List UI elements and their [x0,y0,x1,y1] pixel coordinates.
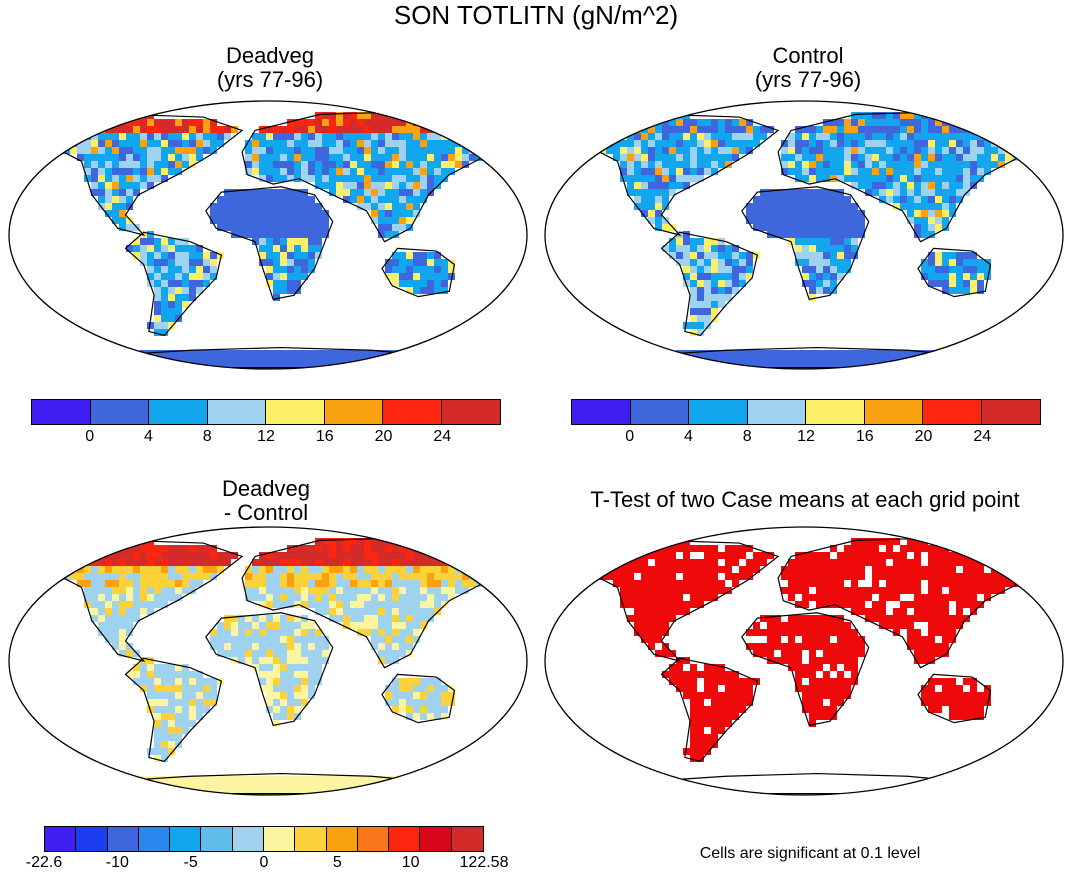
colorbar-tick-label: 0 [625,428,635,445]
colorbar-tick-label: -5 [183,854,198,871]
colorbar-difference-labels: -22.6 -10 -5 0 5 10 122.58 [26,854,509,874]
panel-title-line1: Deadveg [225,43,315,68]
colorbar-tick-label: 12 [797,428,815,445]
colorbar-tick-label: -10 [105,854,129,871]
colorbar-swatch [420,827,452,851]
colorbar-deadveg-labels: 0 4 8 12 16 20 24 [31,428,501,448]
colorbar-tick-label: 0 [85,428,95,445]
panel-title-line1: T-Test of two Case means at each grid po… [590,487,1020,512]
colorbar-swatch [383,400,442,424]
map-deadveg [8,100,528,370]
colorbar-swatch [389,827,421,851]
colorbar-swatch [170,827,202,851]
colorbar-swatch [32,400,91,424]
colorbar-swatch [201,827,233,851]
map-control [544,100,1064,370]
map-ttest [544,526,1064,796]
colorbar-control [571,399,1041,425]
panel-title-line1: Deadveg [221,476,311,501]
colorbar-swatch [90,400,149,424]
colorbar-swatch [572,400,631,424]
colorbar-tick-label: 0 [259,854,269,871]
colorbar-swatch [630,400,689,424]
colorbar-tick-label: 12 [257,428,275,445]
map-difference [8,526,528,796]
colorbar-swatch [864,400,923,424]
colorbar-difference [44,826,484,852]
colorbar-tick-label: 20 [914,428,933,445]
colorbar-tick-label: 16 [855,428,874,445]
colorbar-tick-label: 10 [401,854,420,871]
panel-title-line2: (yrs 77-96) [216,67,324,92]
colorbar-tick-label: 5 [332,854,342,871]
colorbar-swatch [689,400,748,424]
colorbar-tick-label: 24 [433,428,452,445]
colorbar-swatch [107,827,139,851]
colorbar-swatch [441,400,500,424]
colorbar-control-labels: 0 4 8 12 16 20 24 [571,428,1041,448]
colorbar-swatch [45,827,77,851]
panel-title-line1: Control [772,43,844,68]
colorbar-swatch [324,400,383,424]
colorbar-swatch [232,827,264,851]
colorbar-swatch [76,827,108,851]
colorbar-swatch [806,400,865,424]
colorbar-swatch [981,400,1040,424]
colorbar-swatch [207,400,266,424]
colorbar-tick-label: 122.58 [459,854,509,871]
panel-title-control: Control (yrs 77-96) [608,44,1008,92]
panel-title-ttest: T-Test of two Case means at each grid po… [540,488,1070,512]
colorbar-tick-label: 20 [374,428,393,445]
colorbar-swatch [923,400,982,424]
colorbar-swatch [295,827,327,851]
colorbar-swatch [326,827,358,851]
panel-title-line2: - Control [223,500,309,525]
colorbar-tick-label: 4 [144,428,153,445]
colorbar-swatch [266,400,325,424]
significance-note: Cells are significant at 0.1 level [699,845,921,862]
colorbar-deadveg [31,399,501,425]
figure-title: SON TOTLITN (gN/m^2) [393,0,679,30]
colorbar-tick-label: 16 [315,428,334,445]
colorbar-tick-label: 8 [202,428,212,445]
colorbar-swatch [747,400,806,424]
colorbar-swatch [357,827,390,851]
colorbar-swatch [149,400,208,424]
colorbar-tick-label: -22.6 [25,854,63,871]
colorbar-swatch [138,827,171,851]
panel-title-deadveg: Deadveg (yrs 77-96) [70,44,470,92]
colorbar-tick-label: 24 [973,428,992,445]
colorbar-swatch [451,827,483,851]
panel-title-difference: Deadveg - Control [66,477,466,525]
colorbar-tick-label: 4 [684,428,693,445]
colorbar-tick-label: 8 [742,428,752,445]
colorbar-swatch [263,827,296,851]
panel-title-line2: (yrs 77-96) [754,67,862,92]
